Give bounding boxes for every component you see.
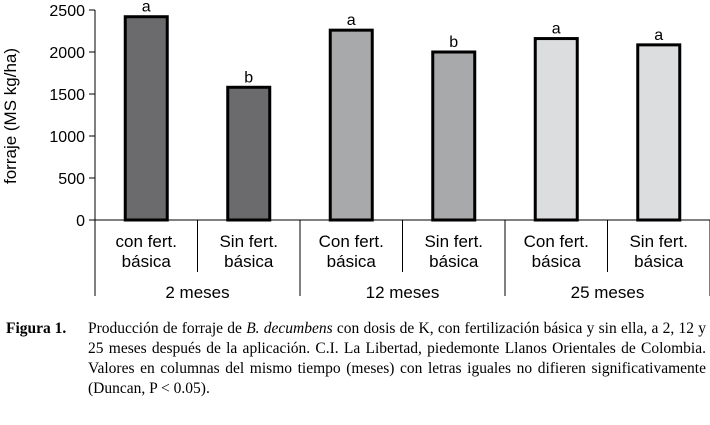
category-label: con fert. (116, 232, 177, 251)
bar (431, 50, 477, 222)
category-label: Con fert. (524, 232, 589, 251)
y-tick-label: 1500 (49, 87, 85, 104)
significance-label: b (244, 69, 253, 86)
y-tick-label: 2000 (49, 45, 85, 62)
caption-text-end: con dosis de K, con fertilización básica… (88, 320, 706, 397)
group-label: 25 meses (571, 283, 645, 300)
y-axis-label: forraje (MS kg/ha) (1, 48, 20, 184)
y-tick-label: 500 (58, 171, 85, 188)
caption-text-start: Producción de forraje de (88, 320, 247, 337)
category-label: básica (122, 252, 172, 271)
y-tick-label: 0 (76, 213, 85, 230)
significance-label: a (347, 12, 356, 29)
bars: a b a b a a (123, 0, 682, 222)
bar-chart: forraje (MS kg/ha) 05001000150020002500 … (1, 0, 710, 300)
caption-text: Producción de forraje de B. decumbens co… (88, 319, 706, 399)
category-label: básica (634, 252, 684, 271)
bar (328, 28, 374, 222)
significance-label: b (449, 34, 458, 51)
group-label: 2 meses (165, 283, 229, 300)
category-label: básica (224, 252, 274, 271)
group-label: 12 meses (366, 283, 440, 300)
bar (123, 15, 169, 222)
category-label: Sin fert. (629, 232, 688, 251)
category-label: Con fert. (319, 232, 384, 251)
bar (636, 43, 682, 222)
category-label: básica (532, 252, 582, 271)
caption-species: B. decumbens (246, 320, 333, 337)
y-tick-label: 2500 (49, 3, 85, 20)
category-label: Sin fert. (424, 232, 483, 251)
category-label: básica (429, 252, 479, 271)
category-label: Sin fert. (219, 232, 278, 251)
bar (533, 37, 579, 222)
figure-caption: Figura 1. Producción de forraje de B. de… (6, 319, 706, 399)
bar (226, 85, 272, 222)
significance-label: a (654, 27, 663, 44)
caption-label: Figura 1. (6, 320, 67, 337)
significance-label: a (142, 0, 151, 16)
y-tick-label: 1000 (49, 129, 85, 146)
significance-label: a (552, 21, 561, 38)
y-axis: 0 500 1000 1500 2000 2500 (49, 3, 96, 230)
category-label: básica (327, 252, 377, 271)
